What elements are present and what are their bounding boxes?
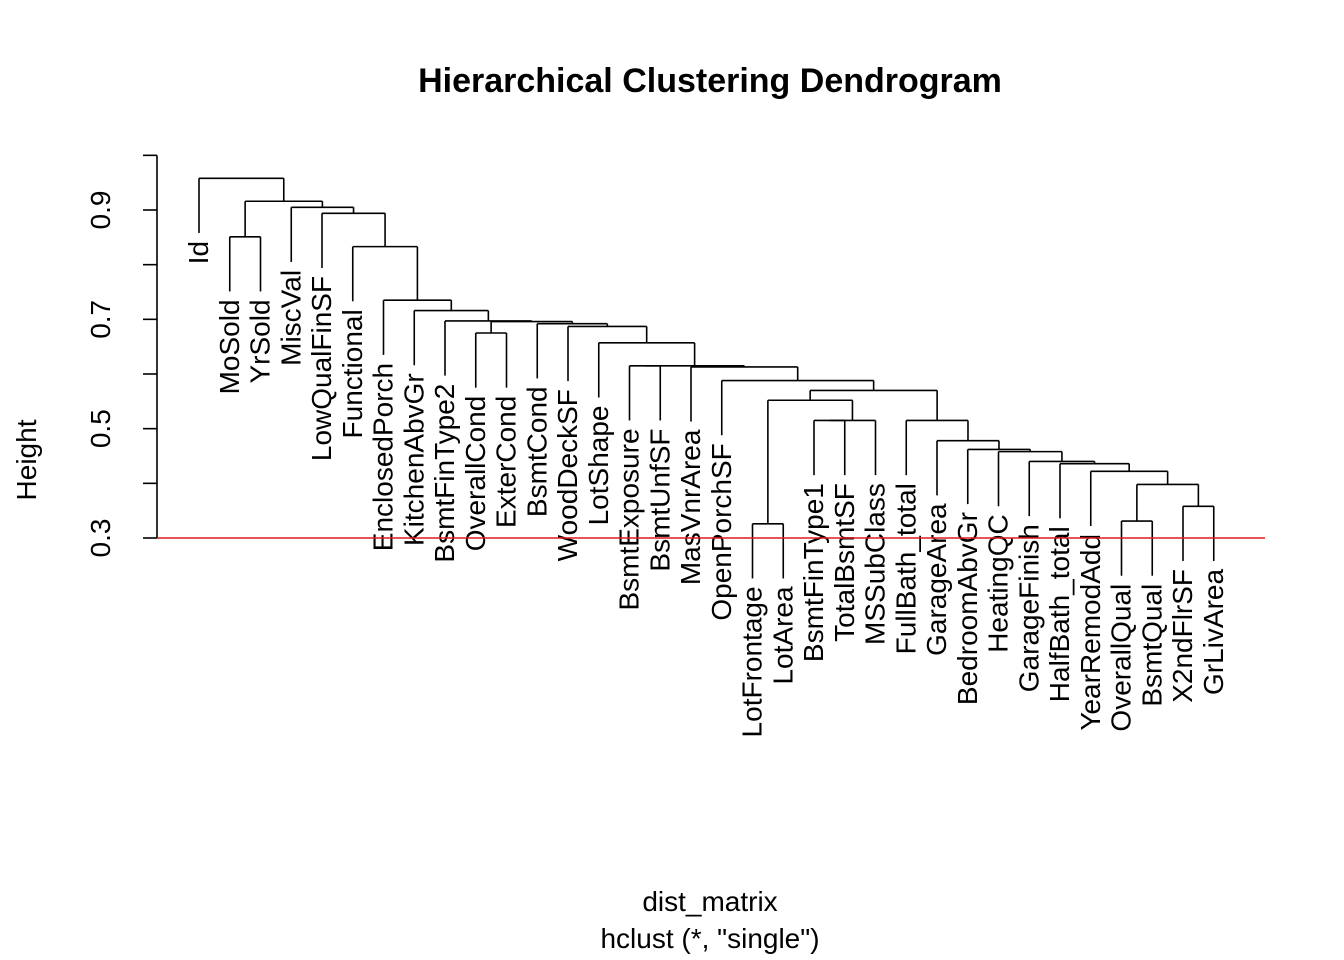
leaf-label: GarageFinish	[1013, 524, 1044, 692]
leaf-label: X2ndFlrSF	[1167, 569, 1198, 703]
leaf-label: OverallQual	[1106, 584, 1137, 732]
leaf-label: EnclosedPorch	[368, 363, 399, 551]
leaf-label: GrLivArea	[1198, 569, 1229, 695]
y-axis-label: Height	[11, 419, 42, 500]
leaf-label: YrSold	[245, 299, 276, 383]
leaf-label: MoSold	[214, 299, 245, 394]
leaf-label: MiscVal	[275, 270, 306, 366]
leaf-label: KitchenAbvGr	[398, 373, 429, 546]
leaf-label: HalfBath_total	[1044, 526, 1075, 702]
leaf-labels: LotFrontage LotArea OverallQual BsmtQual X2n…	[183, 241, 1229, 737]
leaf-label: YearRemodAdd	[1075, 534, 1106, 731]
y-tick-label: 0.3	[85, 519, 116, 558]
leaf-label: Id	[183, 241, 214, 264]
leaf-label: TotalBsmtSF	[829, 483, 860, 642]
leaf-label: MasVnrArea	[675, 429, 706, 585]
leaf-label: HeatingQC	[983, 514, 1014, 653]
leaf-label: BsmtCond	[521, 386, 552, 517]
x-axis-label: dist_matrix	[642, 886, 777, 917]
x-axis-sublabel: hclust (*, "single")	[600, 923, 819, 954]
leaf-label: BsmtFinType1	[798, 483, 829, 662]
leaf-label: GarageArea	[921, 503, 952, 656]
leaf-label: ExterCond	[491, 396, 522, 528]
dendrogram-tree	[198, 177, 1215, 579]
chart-title: Hierarchical Clustering Dendrogram	[418, 62, 1002, 100]
y-axis: 0.3 0.5 0.7 0.9	[85, 154, 158, 558]
y-tick-label: 0.5	[85, 409, 116, 448]
leaf-label: LotArea	[767, 586, 798, 684]
y-tick-label: 0.7	[85, 300, 116, 339]
leaf-label: Functional	[337, 309, 368, 438]
leaf-label: LotShape	[583, 406, 614, 526]
leaf-label: MSSubClass	[860, 483, 891, 645]
leaf-label: BsmtExposure	[614, 428, 645, 610]
y-tick-label: 0.9	[85, 191, 116, 230]
leaf-label: BedroomAbvGr	[952, 512, 983, 705]
leaf-label: OpenPorchSF	[706, 443, 737, 620]
leaf-label: OverallCond	[460, 396, 491, 552]
leaf-label: FullBath_total	[890, 483, 921, 654]
leaf-label: BsmtUnfSF	[644, 428, 675, 571]
leaf-label: BsmtFinType2	[429, 384, 460, 563]
leaf-label: WoodDeckSF	[552, 389, 583, 561]
leaf-label: BsmtQual	[1136, 584, 1167, 707]
leaf-label: LowQualFinSF	[306, 276, 337, 461]
leaf-label: LotFrontage	[737, 586, 768, 737]
